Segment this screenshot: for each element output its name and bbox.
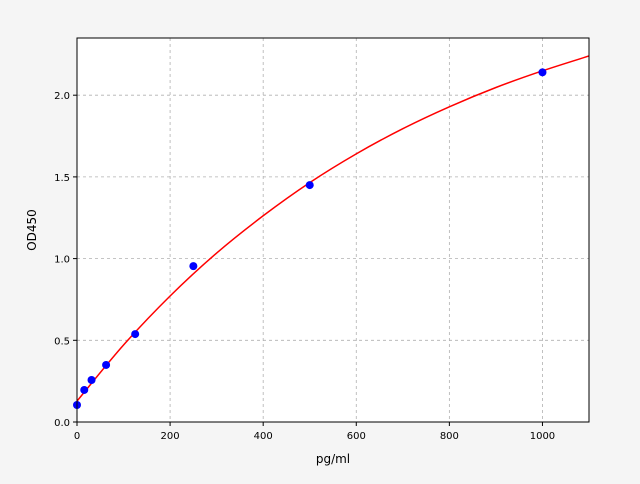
x-tick-label: 800 — [440, 431, 459, 442]
y-tick-label: 2.0 — [54, 91, 70, 102]
x-tick-label: 200 — [161, 431, 180, 442]
marks — [73, 55, 589, 410]
y-tick-label: 0.5 — [54, 336, 70, 347]
plot-area — [77, 38, 589, 422]
y-axis-label: OD450 — [25, 209, 39, 251]
fit-curve — [77, 55, 589, 402]
data-point — [305, 181, 314, 190]
y-tick-label: 1.0 — [54, 255, 70, 266]
y-tick-label: 1.5 — [54, 173, 70, 184]
x-tick-label: 600 — [347, 431, 366, 442]
data-point — [189, 262, 198, 271]
x-axis-label: pg/ml — [316, 452, 350, 466]
data-point — [87, 376, 96, 385]
x-tick-label: 400 — [254, 431, 273, 442]
y-tick-label: 0.0 — [54, 418, 70, 429]
data-point — [102, 360, 111, 369]
x-tick-label: 0 — [74, 431, 80, 442]
ticks: 0 200 400 600 800 1000 0.0 0.5 1.0 1.5 2.0 — [54, 91, 555, 442]
data-point — [131, 330, 140, 339]
axes-frame — [76, 37, 590, 423]
x-tick-label: 1000 — [530, 431, 555, 442]
data-point — [80, 385, 89, 394]
data-point — [538, 68, 547, 77]
